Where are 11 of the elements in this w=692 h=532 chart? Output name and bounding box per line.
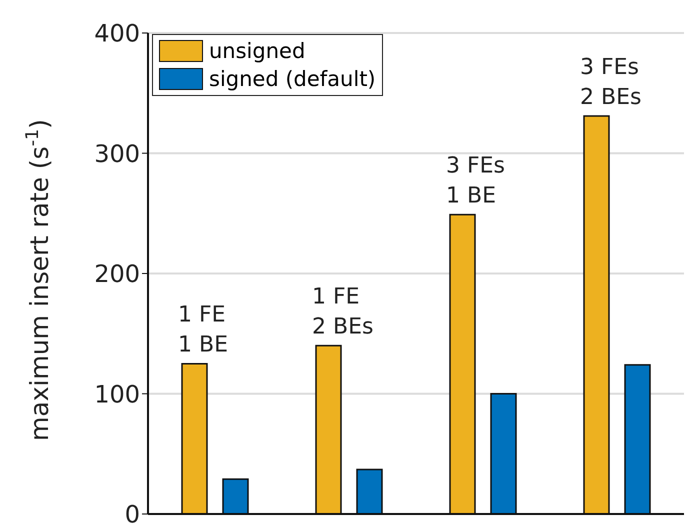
- legend-label: signed (default): [209, 66, 376, 93]
- y-tick-label: 0: [124, 500, 140, 529]
- y-tick-label: 400: [94, 20, 140, 48]
- legend-label: unsigned: [209, 38, 306, 65]
- annotation: 3 FEs 1 BE: [446, 154, 506, 209]
- y-tick-label: 100: [94, 380, 140, 408]
- y-tick-label: 300: [94, 140, 140, 168]
- annotation: 1 FE 1 BE: [178, 302, 228, 358]
- annotation: 1 FE 2 BEs: [312, 284, 374, 340]
- annotation: 3 FEs 2 BEs: [580, 54, 642, 110]
- y-tick-label: 200: [94, 260, 140, 288]
